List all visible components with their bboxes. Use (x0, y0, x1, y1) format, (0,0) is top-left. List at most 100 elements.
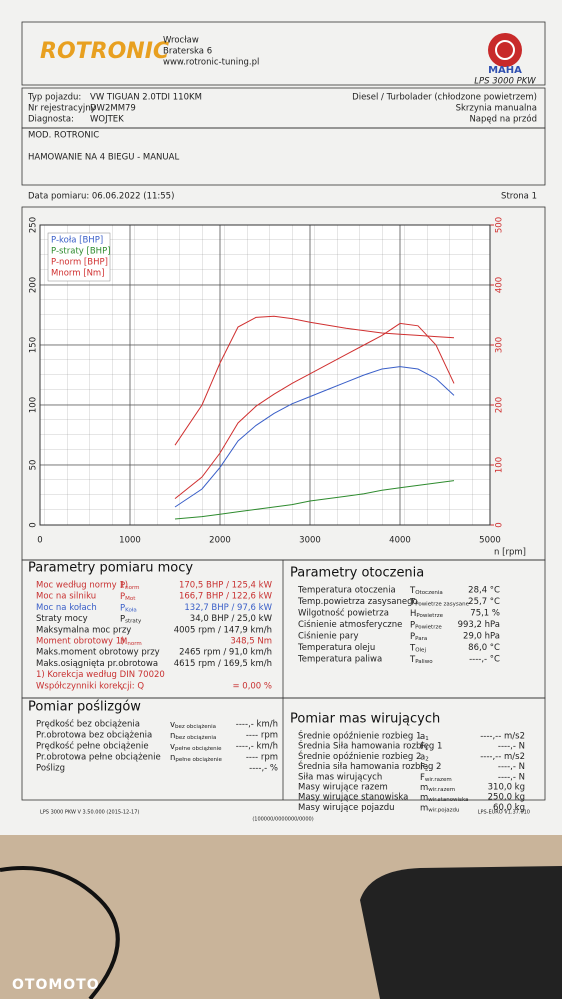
symbol-main: H (410, 609, 416, 619)
series-line (174, 480, 455, 520)
symbol-main: F (420, 742, 425, 752)
row-label: Moc na silniku (36, 592, 96, 602)
row-label: Średnie opóźnienie rozbieg 1 (298, 730, 421, 742)
vehicle-label: Diagnosta: (28, 115, 74, 125)
row-symbol: TOtoczenia (409, 586, 443, 596)
row-label: Ciśnienie atmosferyczne (298, 619, 402, 630)
symbol-sub: straty (125, 618, 142, 624)
symbol-sub: norm (127, 641, 141, 647)
row-value: 29,0 hPa (463, 632, 500, 642)
symbol-main: P (120, 614, 125, 624)
row-label: Masy wirujące pojazdu (298, 803, 394, 813)
row-symbol: TPaliwo (409, 655, 433, 665)
symbol-sub: Powietrze zasysane (415, 601, 469, 607)
row-label: Średnie opóźnienie rozbieg 2 (298, 750, 421, 762)
x-tick-label: 2000 (209, 536, 231, 546)
symbol-sub: Para (415, 636, 427, 642)
x-tick-label: 5000 (479, 536, 501, 546)
legend-entry: P-koła [BHP] (51, 236, 103, 246)
y-tick-label: 50 (29, 460, 39, 471)
symbol-main: m (420, 783, 428, 793)
row-label: Maks.osiągnięta pr.obrotowa (36, 659, 158, 669)
row-value: 250,0 kg (488, 793, 525, 803)
symbol-main: M (120, 637, 127, 647)
symbol-main: v (170, 742, 175, 752)
legend-entry: P-norm [BHP] (51, 258, 108, 268)
symbol-main: a (420, 732, 425, 742)
row-label: Maksymalna moc przy (36, 625, 131, 635)
vehicle-value: WOJTEK (90, 115, 124, 125)
measurement-date: Data pomiaru: 06.06.2022 (11:55) (28, 192, 174, 202)
symbol-main: P (410, 620, 415, 630)
mod-line: MOD. ROTRONIC (28, 131, 99, 141)
row-value: 310,0 kg (488, 783, 525, 793)
dark-cloth (360, 866, 562, 999)
row-value: 348,5 Nm (230, 637, 272, 647)
footer-euro: LPS-EURO V1.37.010 (478, 810, 530, 816)
row-label: Pr.obrotowa pełne obciążenie (36, 753, 161, 763)
symbol-main: P (120, 581, 125, 591)
row-label: Prędkość pełne obciążenie (36, 741, 149, 752)
series-line (174, 366, 455, 508)
symbol-main: a (420, 752, 425, 762)
y-tick-label: 200 (29, 277, 39, 293)
vehicle-label: Typ pojazdu: (27, 93, 81, 103)
frames (21, 21, 546, 801)
symbol-sub: norm (125, 585, 139, 591)
legend-entry: P-straty [BHP] (51, 247, 111, 257)
row-symbol: PKoła (120, 603, 137, 613)
symbol-sub: bez obciążenia (175, 735, 216, 741)
row-value: 25,7 °C (468, 597, 500, 607)
minor-grid (40, 225, 490, 525)
symbol-sub: Paliwo (415, 659, 433, 665)
symbol-main: n (170, 753, 175, 763)
vehicle-label: Nr rejestracyjny (28, 104, 96, 114)
symbol-main: m (420, 793, 428, 803)
logo: ROTRONIC (40, 39, 169, 64)
y2-tick-label: 100 (495, 457, 505, 473)
row-value: 86,0 °C (468, 643, 500, 653)
symbol-sub: wir.razem (428, 787, 455, 793)
row-value: 132,7 BHP / 97,6 kW (184, 603, 272, 613)
symbol-sub: Powietrze (416, 613, 443, 619)
row-label: Moc na kołach (36, 603, 97, 613)
row-label: Maks.moment obrotowy przy (36, 648, 160, 658)
row-label: Temperatura oleju (297, 643, 375, 653)
symbol-main: n (170, 731, 175, 741)
footer-code: (100000/0000000/0000) (252, 817, 313, 823)
symbol-main: P (410, 632, 415, 642)
row-symbol: PMot (120, 592, 136, 602)
row-label: Wilgotność powietrza (298, 608, 389, 619)
row-value: ----,- % (249, 764, 278, 774)
symbol-sub: 1 (425, 736, 429, 742)
symbol-main: m (420, 803, 428, 813)
row-symbol: npełne obciążenie (170, 753, 223, 763)
row-value: ----,- km/h (236, 742, 278, 752)
symbol-sub: bez obciążenia (175, 724, 216, 730)
symbol-main: F (420, 772, 425, 782)
symbol-main: F (420, 762, 425, 772)
row-value: 4005 rpm / 147,9 km/h (174, 625, 272, 635)
symbol-sub: Olej (415, 647, 426, 653)
section-title: Parametry otoczenia (290, 566, 424, 581)
maha-emblem-ring (495, 40, 515, 60)
symbol-sub: V (120, 685, 124, 691)
row-value: ----,- N (498, 762, 525, 772)
symbol-sub: pełne obciążenie (175, 746, 222, 752)
symbol-main: T (409, 655, 416, 665)
maha-emblem (488, 33, 522, 67)
row-symbol: TPowietrze zasysane (409, 597, 470, 607)
legend-entry: Mnorm [Nm] (51, 269, 105, 279)
model: LPS 3000 PKW (474, 77, 536, 87)
symbol-sub: wir.stanowiska (428, 797, 468, 803)
row-label: Średnia Siła hamowania rozbieg 1 (298, 740, 442, 752)
y-tick-label: 250 (29, 217, 39, 233)
row-label: Masy wirujące razem (298, 783, 388, 793)
symbol-main: P (120, 603, 125, 613)
row-label: 1) Korekcja według DIN 70020 (36, 670, 165, 680)
y2-tick-label: 0 (495, 522, 505, 527)
row-value: 166,7 BHP / 122,6 kW (179, 592, 273, 602)
row-value: 170,5 BHP / 125,4 kW (179, 581, 273, 591)
